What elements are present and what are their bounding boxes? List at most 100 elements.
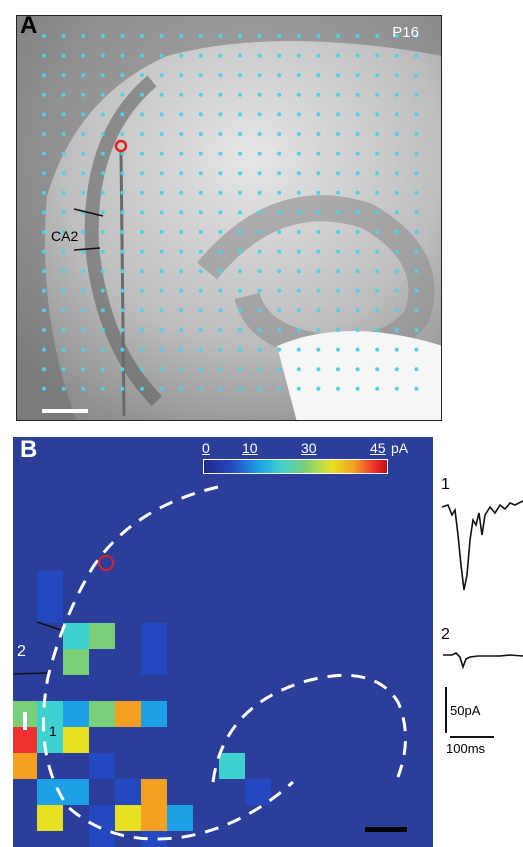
grid-dot [336, 112, 340, 117]
panel-a-photo: P16 CA2 [16, 15, 442, 421]
grid-dot [238, 132, 242, 136]
grid-dot [316, 34, 321, 38]
hippocampus-image [17, 16, 441, 420]
grid-dot [42, 367, 46, 372]
grid-dot [414, 190, 419, 195]
grid-dot [100, 249, 105, 254]
grid-dot [198, 230, 203, 234]
grid-dot [140, 92, 144, 97]
grid-dot [336, 230, 340, 234]
scale-bar-a [42, 409, 88, 413]
grid-dot [140, 328, 144, 332]
grid-dot [120, 151, 125, 156]
grid-dot [140, 288, 144, 293]
grid-dot [198, 53, 203, 58]
grid-dot [120, 269, 125, 274]
grid-dot [159, 308, 164, 313]
heatmap-cell [37, 571, 63, 597]
grid-dot [316, 367, 321, 372]
grid-dot [316, 171, 321, 176]
stimulation-grid [42, 34, 419, 391]
heatmap-cell [13, 727, 37, 753]
grid-dot [198, 34, 203, 38]
grid-dot [394, 367, 399, 372]
grid-dot [336, 328, 340, 332]
grid-dot [336, 73, 340, 78]
grid-dot [394, 151, 399, 156]
heatmap-cell [141, 831, 167, 847]
grid-dot [100, 210, 105, 215]
grid-dot [355, 92, 360, 97]
grid-dot [42, 210, 46, 215]
grid-dot [375, 328, 380, 332]
trace-label-2: 2 [441, 626, 450, 643]
grid-dot [375, 92, 380, 97]
grid-dot [140, 190, 144, 195]
grid-dot [61, 328, 66, 332]
grid-dot [100, 386, 105, 391]
grid-dot [42, 92, 46, 97]
grid-dot [61, 367, 66, 372]
grid-dot [159, 328, 164, 332]
grid-dot [159, 249, 164, 254]
grid-dot [257, 230, 262, 234]
grid-dot [394, 386, 399, 391]
grid-dot [375, 171, 380, 176]
grid-dot [198, 171, 203, 176]
grid-dot [336, 269, 340, 274]
grid-dot [198, 151, 203, 156]
grid-dot [257, 53, 262, 58]
grid-dot [179, 249, 184, 254]
time-scale-label: 100ms [446, 741, 486, 756]
grid-dot [198, 386, 203, 391]
grid-dot [277, 367, 282, 372]
heatmap-cell [63, 779, 89, 805]
grid-dot [61, 171, 66, 176]
grid-dot [394, 132, 399, 136]
grid-dot [414, 308, 419, 313]
amplitude-scale-bar [445, 687, 447, 733]
grid-dot [140, 73, 144, 78]
grid-dot [218, 112, 223, 117]
panel-letter-a: A [20, 12, 38, 39]
grid-dot [355, 367, 360, 372]
grid-dot [257, 308, 262, 313]
grid-dot [159, 53, 164, 58]
trace-2-path [443, 652, 523, 670]
grid-dot [120, 328, 125, 332]
grid-dot [414, 269, 419, 274]
grid-dot [257, 151, 262, 156]
pipette [119, 150, 126, 417]
heatmap-cell [89, 805, 115, 831]
grid-dot [218, 308, 223, 313]
grid-dot [159, 386, 164, 391]
grid-dot [140, 151, 144, 156]
grid-dot [296, 112, 301, 117]
grid-dot [42, 151, 46, 156]
grid-dot [257, 171, 262, 176]
grid-dot [218, 230, 223, 234]
grid-dot [257, 112, 262, 117]
grid-dot [42, 171, 46, 176]
grid-dot [120, 190, 125, 195]
grid-dot [355, 269, 360, 274]
grid-dot [100, 112, 105, 117]
heatmap-svg [13, 485, 407, 847]
grid-dot [120, 288, 125, 293]
site-label-2: 2 [17, 643, 26, 660]
grid-dot [277, 190, 282, 195]
grid-dot [198, 347, 203, 352]
grid-dot [296, 386, 301, 391]
grid-dot [218, 367, 223, 372]
heatmap-cell [141, 805, 167, 831]
grid-dot [179, 112, 184, 117]
grid-dot [238, 151, 242, 156]
grid-dot [140, 53, 144, 58]
grid-dot [42, 73, 46, 78]
grid-dot [414, 288, 419, 293]
grid-dot [414, 367, 419, 372]
grid-dot [336, 249, 340, 254]
heatmap-cell [13, 753, 37, 779]
grid-dot [179, 73, 184, 78]
outline-dg-dashed [211, 673, 407, 783]
